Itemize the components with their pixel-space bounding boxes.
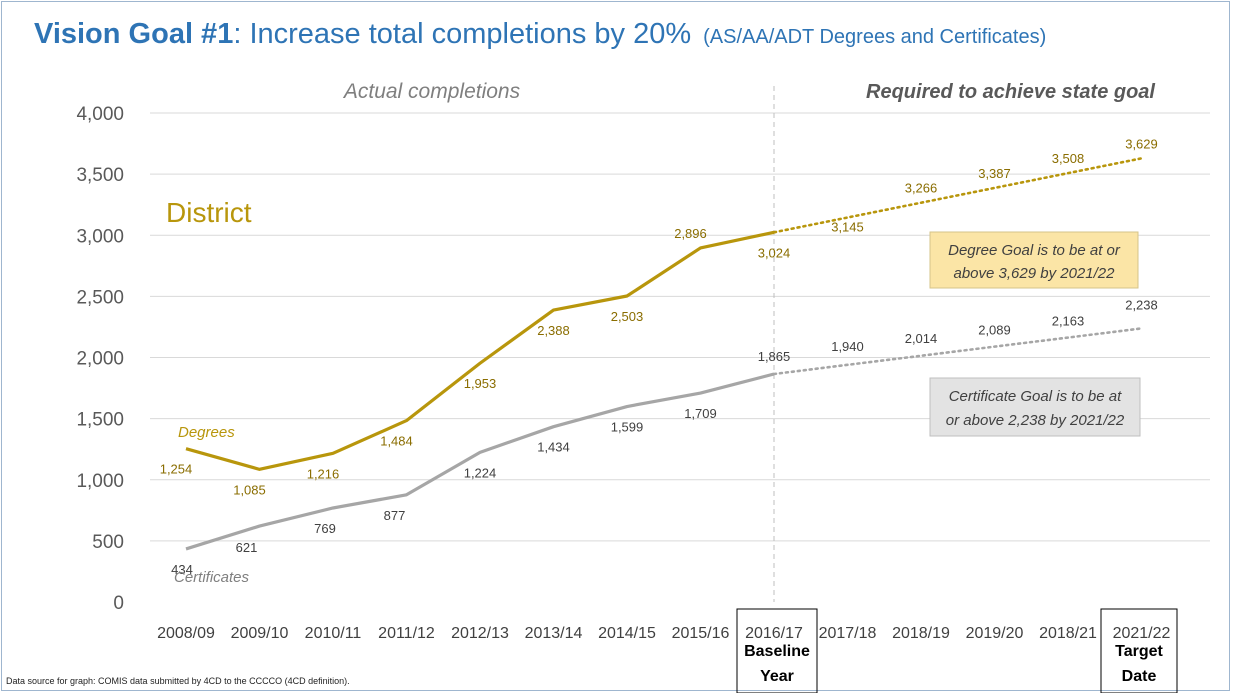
degree-goal-box bbox=[929, 231, 1139, 289]
required-goal-label: Required to achieve state goal bbox=[866, 81, 1155, 103]
certificates-data-label: 1,940 bbox=[831, 339, 864, 354]
cert-goal-line2: or above 2,238 by 2021/22 bbox=[946, 412, 1125, 429]
certificates-data-label: 2,238 bbox=[1125, 297, 1158, 312]
x-tick-label: 2010/11 bbox=[305, 625, 362, 642]
cert-goal-line1: Certificate Goal is to be at bbox=[949, 388, 1122, 405]
y-tick-label: 2,000 bbox=[76, 349, 124, 370]
x-tick-label: 2015/16 bbox=[672, 625, 730, 642]
x-tick-label: 2021/22 bbox=[1113, 625, 1171, 642]
certificates-data-label: 1,865 bbox=[758, 349, 791, 364]
degrees-data-label: 1,953 bbox=[464, 376, 497, 391]
y-tick-label: 3,000 bbox=[76, 226, 124, 247]
certificates-data-label: 2,163 bbox=[1052, 314, 1085, 329]
degrees-data-label: 3,508 bbox=[1052, 151, 1085, 166]
degrees-data-label: 2,503 bbox=[611, 309, 644, 324]
certificates-data-label: 434 bbox=[171, 562, 193, 577]
degrees-data-label: 3,024 bbox=[758, 245, 791, 260]
certificates-data-label: 1,599 bbox=[611, 420, 644, 435]
x-tick-label: 2008/09 bbox=[157, 625, 215, 642]
certificates-actual-line bbox=[185, 372, 775, 551]
baseline-label-line1: Baseline bbox=[744, 643, 810, 660]
certificates-projected-line bbox=[772, 327, 1143, 376]
certificates-data-label: 877 bbox=[384, 508, 406, 523]
degree-goal-line2: above 3,629 by 2021/22 bbox=[954, 265, 1116, 282]
title-bold: Vision Goal #1 bbox=[34, 18, 234, 50]
x-tick-label: 2009/10 bbox=[231, 625, 289, 642]
x-tick-label: 2012/13 bbox=[451, 625, 509, 642]
baseline-year-box bbox=[736, 608, 818, 693]
degrees-series-name: Degrees bbox=[178, 424, 235, 441]
degrees-data-label: 3,387 bbox=[978, 166, 1011, 181]
target-label-line2: Date bbox=[1122, 668, 1157, 685]
x-tick-label: 2013/14 bbox=[525, 625, 583, 642]
degrees-data-label: 1,085 bbox=[233, 482, 266, 497]
source-note: Data source for graph: COMIS data submit… bbox=[6, 676, 350, 686]
certificates-data-label: 621 bbox=[236, 540, 258, 555]
degrees-projected-line bbox=[772, 157, 1143, 234]
certificates-data-label: 769 bbox=[314, 521, 336, 536]
certificates-data-label: 1,224 bbox=[464, 465, 497, 480]
certificates-data-label: 1,434 bbox=[537, 440, 570, 455]
degrees-data-label: 1,484 bbox=[380, 434, 413, 449]
x-tick-label: 2018/21 bbox=[1039, 625, 1097, 642]
y-tick-label: 500 bbox=[92, 532, 124, 553]
certificate-goal-box bbox=[929, 377, 1141, 437]
target-label-line1: Target bbox=[1115, 643, 1163, 660]
district-label: District bbox=[166, 197, 252, 228]
certificates-data-label: 2,014 bbox=[905, 331, 938, 346]
y-tick-label: 0 bbox=[113, 593, 124, 614]
certificates-data-label: 1,709 bbox=[684, 406, 717, 421]
degrees-data-label: 1,216 bbox=[307, 466, 340, 481]
baseline-label-line2: Year bbox=[760, 668, 794, 685]
y-tick-label: 1,000 bbox=[76, 471, 124, 492]
x-tick-label: 2016/17 bbox=[745, 625, 803, 642]
title-main: : Increase total completions by 20% bbox=[233, 18, 692, 50]
x-tick-label: 2011/12 bbox=[378, 625, 435, 642]
target-date-box bbox=[1100, 608, 1178, 693]
degrees-actual-line bbox=[185, 230, 775, 471]
x-tick-label: 2014/15 bbox=[598, 625, 656, 642]
actual-completions-label: Actual completions bbox=[342, 80, 521, 103]
y-tick-label: 3,500 bbox=[76, 165, 124, 186]
degrees-data-label: 3,629 bbox=[1125, 136, 1158, 151]
certificates-data-label: 2,089 bbox=[978, 323, 1011, 338]
chart-title: Vision Goal #1: Increase total completio… bbox=[34, 18, 1046, 51]
y-tick-label: 2,500 bbox=[76, 287, 124, 308]
certificates-series-name: Certificates bbox=[174, 569, 250, 586]
degree-goal-line1: Degree Goal is to be at or bbox=[948, 242, 1121, 259]
y-tick-label: 1,500 bbox=[76, 410, 124, 431]
degrees-data-label: 2,896 bbox=[674, 226, 707, 241]
degrees-data-label: 3,266 bbox=[905, 181, 938, 196]
title-sub: (AS/AA/ADT Degrees and Certificates) bbox=[703, 26, 1047, 48]
y-tick-label: 4,000 bbox=[76, 104, 124, 125]
degrees-data-label: 3,145 bbox=[831, 220, 864, 235]
degrees-data-label: 1,254 bbox=[160, 462, 193, 477]
x-tick-label: 2019/20 bbox=[966, 625, 1024, 642]
x-tick-label: 2017/18 bbox=[819, 625, 877, 642]
x-tick-label: 2018/19 bbox=[892, 625, 950, 642]
degrees-data-label: 2,388 bbox=[537, 323, 570, 338]
